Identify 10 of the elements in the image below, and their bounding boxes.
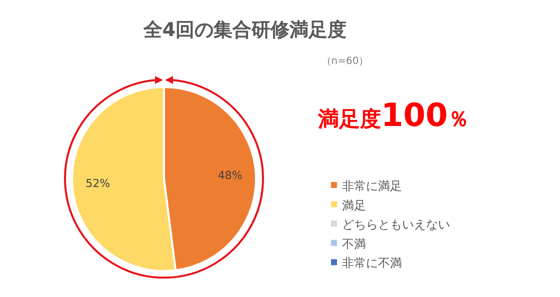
legend-label: 非常に不満 xyxy=(342,256,402,270)
chart-title: 全4回の集合研修満足度 xyxy=(142,19,347,41)
text: 満足度100％ xyxy=(317,96,469,134)
data-label: 48% xyxy=(218,168,242,182)
data-label: 52% xyxy=(86,177,110,190)
legend-label: 不満 xyxy=(342,236,366,251)
legend-label: 非常に満足 xyxy=(342,179,402,193)
legend-label: どちらともいえない xyxy=(342,218,450,232)
legend-label: 満足 xyxy=(342,198,366,212)
chart-subtitle: （n=60） xyxy=(321,56,369,67)
